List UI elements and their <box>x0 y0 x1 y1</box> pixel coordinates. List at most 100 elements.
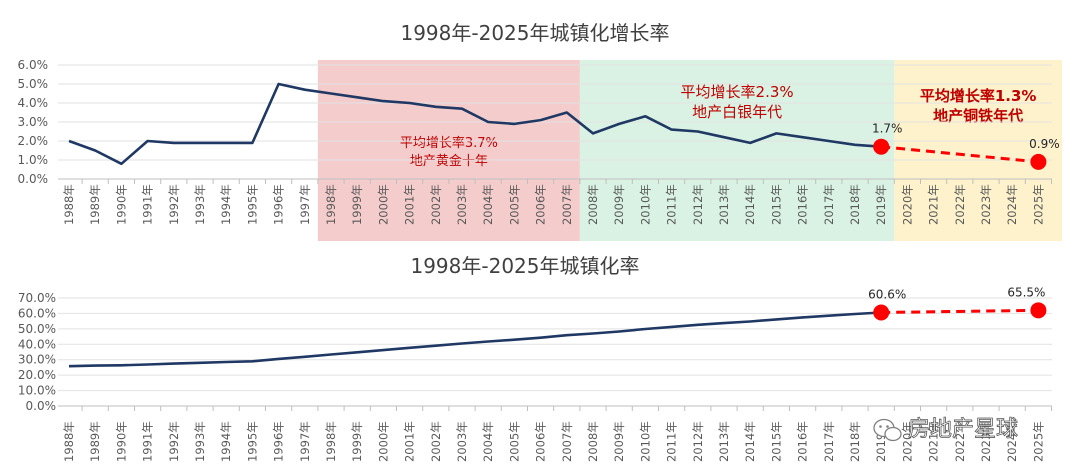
era-band-1 <box>579 60 895 241</box>
x-tick-label: 2007年 <box>560 184 574 225</box>
y-tick-label: 60.0% <box>18 306 56 320</box>
data-label: 65.5% <box>1007 285 1045 299</box>
era-band-label-1-1: 地产白银年代 <box>692 103 782 121</box>
watermark: 房地产星球 <box>873 417 1018 442</box>
y-tick-label: 20.0% <box>18 368 56 382</box>
x-tick-label: 2002年 <box>429 421 443 462</box>
forecast-point <box>873 304 890 321</box>
x-tick-label: 1990年 <box>114 184 128 225</box>
x-tick-label: 2022年 <box>953 184 967 225</box>
x-tick-label: 1998年 <box>324 421 338 462</box>
x-tick-label: 2007年 <box>560 421 574 462</box>
x-tick-label: 2005年 <box>507 184 521 225</box>
x-tick-label: 2008年 <box>586 184 600 225</box>
x-tick-label: 1996年 <box>272 421 286 462</box>
y-tick-label: 4.0% <box>18 96 49 110</box>
x-tick-label: 2012年 <box>691 184 705 225</box>
x-tick-label: 2001年 <box>403 184 417 225</box>
x-tick-label: 2003年 <box>455 184 469 225</box>
x-tick-label: 2014年 <box>743 184 757 225</box>
x-tick-label: 1994年 <box>219 421 233 462</box>
x-tick-label: 1995年 <box>245 421 259 462</box>
x-tick-label: 2023年 <box>979 184 993 225</box>
x-tick-label: 1997年 <box>298 421 312 462</box>
era-bands: 平均增长率3.7% 地产黄金十年 平均增长率2.3% 地产白银年代 平均增长率1.3% 地… <box>317 60 1062 241</box>
x-tick-label: 1992年 <box>167 184 181 225</box>
chart1-plot: 0.0% 1.0% 2.0% 3.0% 4.0% 5.0% 6.0% 1988年 1989年 19… <box>18 58 1060 225</box>
x-tick-label: 2003年 <box>455 421 469 462</box>
forecast-line <box>881 145 1039 164</box>
x-tick-label: 2011年 <box>665 184 679 225</box>
x-tick-label: 2025年 <box>1031 421 1045 462</box>
data-label: 60.6% <box>868 288 906 302</box>
x-tick-label: 2011年 <box>665 421 679 462</box>
x-tick-label: 1989年 <box>88 184 102 225</box>
y-tick-label: 3.0% <box>18 115 49 129</box>
forecast-line <box>881 308 1039 314</box>
x-tick-label: 2009年 <box>612 184 626 225</box>
x-tick-label: 2006年 <box>534 184 548 225</box>
y-tick-label: 1.0% <box>18 153 49 167</box>
x-tick-label: 1991年 <box>141 184 155 225</box>
forecast-point <box>1030 302 1047 319</box>
x-tick-label: 2013年 <box>717 421 731 462</box>
watermark-text: 房地产星球 <box>908 417 1018 442</box>
era-band-0 <box>317 60 580 241</box>
x-tick-label: 2019年 <box>874 184 888 225</box>
x-tick-label: 1990年 <box>114 421 128 462</box>
x-tick-label: 2004年 <box>481 184 495 225</box>
x-tick-label: 2025年 <box>1031 184 1045 225</box>
y-tick-label: 30.0% <box>18 353 56 367</box>
series-line <box>68 311 882 368</box>
x-tick-label: 1996年 <box>272 184 286 225</box>
x-tick-label: 2000年 <box>376 421 390 462</box>
data-label: 1.7% <box>872 122 903 136</box>
y-tick-label: 5.0% <box>18 77 49 91</box>
x-tick-label: 2021年 <box>927 421 941 462</box>
y-tick-label: 70.0% <box>18 291 56 305</box>
x-tick-label: 1991年 <box>141 421 155 462</box>
x-tick-label: 2006年 <box>534 421 548 462</box>
wechat-icon <box>873 418 902 442</box>
x-tick-label: 2018年 <box>848 184 862 225</box>
x-tick-label: 2010年 <box>638 184 652 225</box>
x-tick-label: 2016年 <box>796 421 810 462</box>
x-tick-label: 2002年 <box>429 184 443 225</box>
x-tick-label: 2014年 <box>743 421 757 462</box>
x-tick-label: 2018年 <box>848 421 862 462</box>
x-tick-label: 1998年 <box>324 184 338 225</box>
x-tick-label: 2015年 <box>769 184 783 225</box>
x-tick-label: 2001年 <box>403 421 417 462</box>
y-tick-label: 50.0% <box>18 322 56 336</box>
x-tick-label: 1997年 <box>298 184 312 225</box>
y-tick-label: 6.0% <box>18 58 49 72</box>
x-tick-label: 1993年 <box>193 184 207 225</box>
x-tick-label: 1992年 <box>167 421 181 462</box>
x-tick-label: 2024年 <box>1005 184 1019 225</box>
x-tick-label: 1988年 <box>62 421 76 462</box>
x-tick-label: 2017年 <box>822 421 836 462</box>
x-tick-label: 2005年 <box>507 421 521 462</box>
x-tick-label: 1999年 <box>350 421 364 462</box>
x-tick-label: 2023年 <box>979 421 993 462</box>
chart1-title: 1998年-2025年城镇化增长率 <box>400 21 669 45</box>
era-band-label-1-0: 平均增长率2.3% <box>681 83 794 101</box>
series-line <box>68 82 882 166</box>
x-tick-label: 1988年 <box>62 184 76 225</box>
x-tick-label: 2020年 <box>900 184 914 225</box>
forecast-point <box>873 138 890 155</box>
era-band-2 <box>894 60 1062 241</box>
y-tick-label: 0.0% <box>18 172 49 186</box>
era-band-label-2-0: 平均增长率1.3% <box>920 87 1037 105</box>
era-band-label-0-1: 地产黄金十年 <box>410 153 488 169</box>
chart2-plot: 0.0%10.0% 20.0%30.0% 40.0%50.0% 60.0%70.0% 1… <box>18 285 1052 462</box>
x-tick-label: 1993年 <box>193 421 207 462</box>
x-tick-label: 2008年 <box>586 421 600 462</box>
x-tick-label: 2013年 <box>717 184 731 225</box>
y-tick-label: 10.0% <box>18 384 56 398</box>
x-tick-label: 1999年 <box>350 184 364 225</box>
x-tick-label: 2022年 <box>953 421 967 462</box>
x-tick-label: 2004年 <box>481 421 495 462</box>
x-tick-label: 2012年 <box>691 421 705 462</box>
